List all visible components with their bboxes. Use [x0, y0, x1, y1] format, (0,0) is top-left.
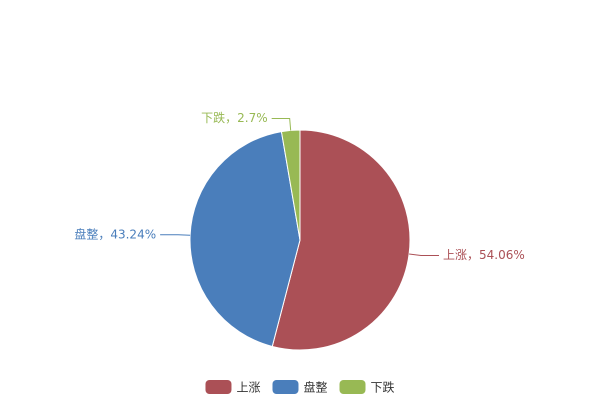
leader-line — [409, 253, 440, 257]
legend-swatch — [272, 380, 299, 394]
legend: 上涨 盘整 下跌 — [205, 380, 395, 395]
pie-slice — [189, 131, 301, 348]
legend-swatch — [339, 380, 366, 394]
data-label: 上涨，54.06% — [443, 247, 525, 262]
legend-label: 盘整 — [303, 380, 327, 395]
data-label: 下跌，2.7% — [201, 110, 268, 125]
data-label: 盘整，43.24% — [74, 226, 156, 241]
leader-line — [271, 117, 292, 131]
legend-swatch — [205, 380, 232, 394]
legend-label: 上涨 — [236, 380, 260, 395]
leader-line — [160, 234, 191, 236]
pie-slice — [271, 129, 411, 351]
legend-label: 下跌 — [371, 380, 395, 395]
